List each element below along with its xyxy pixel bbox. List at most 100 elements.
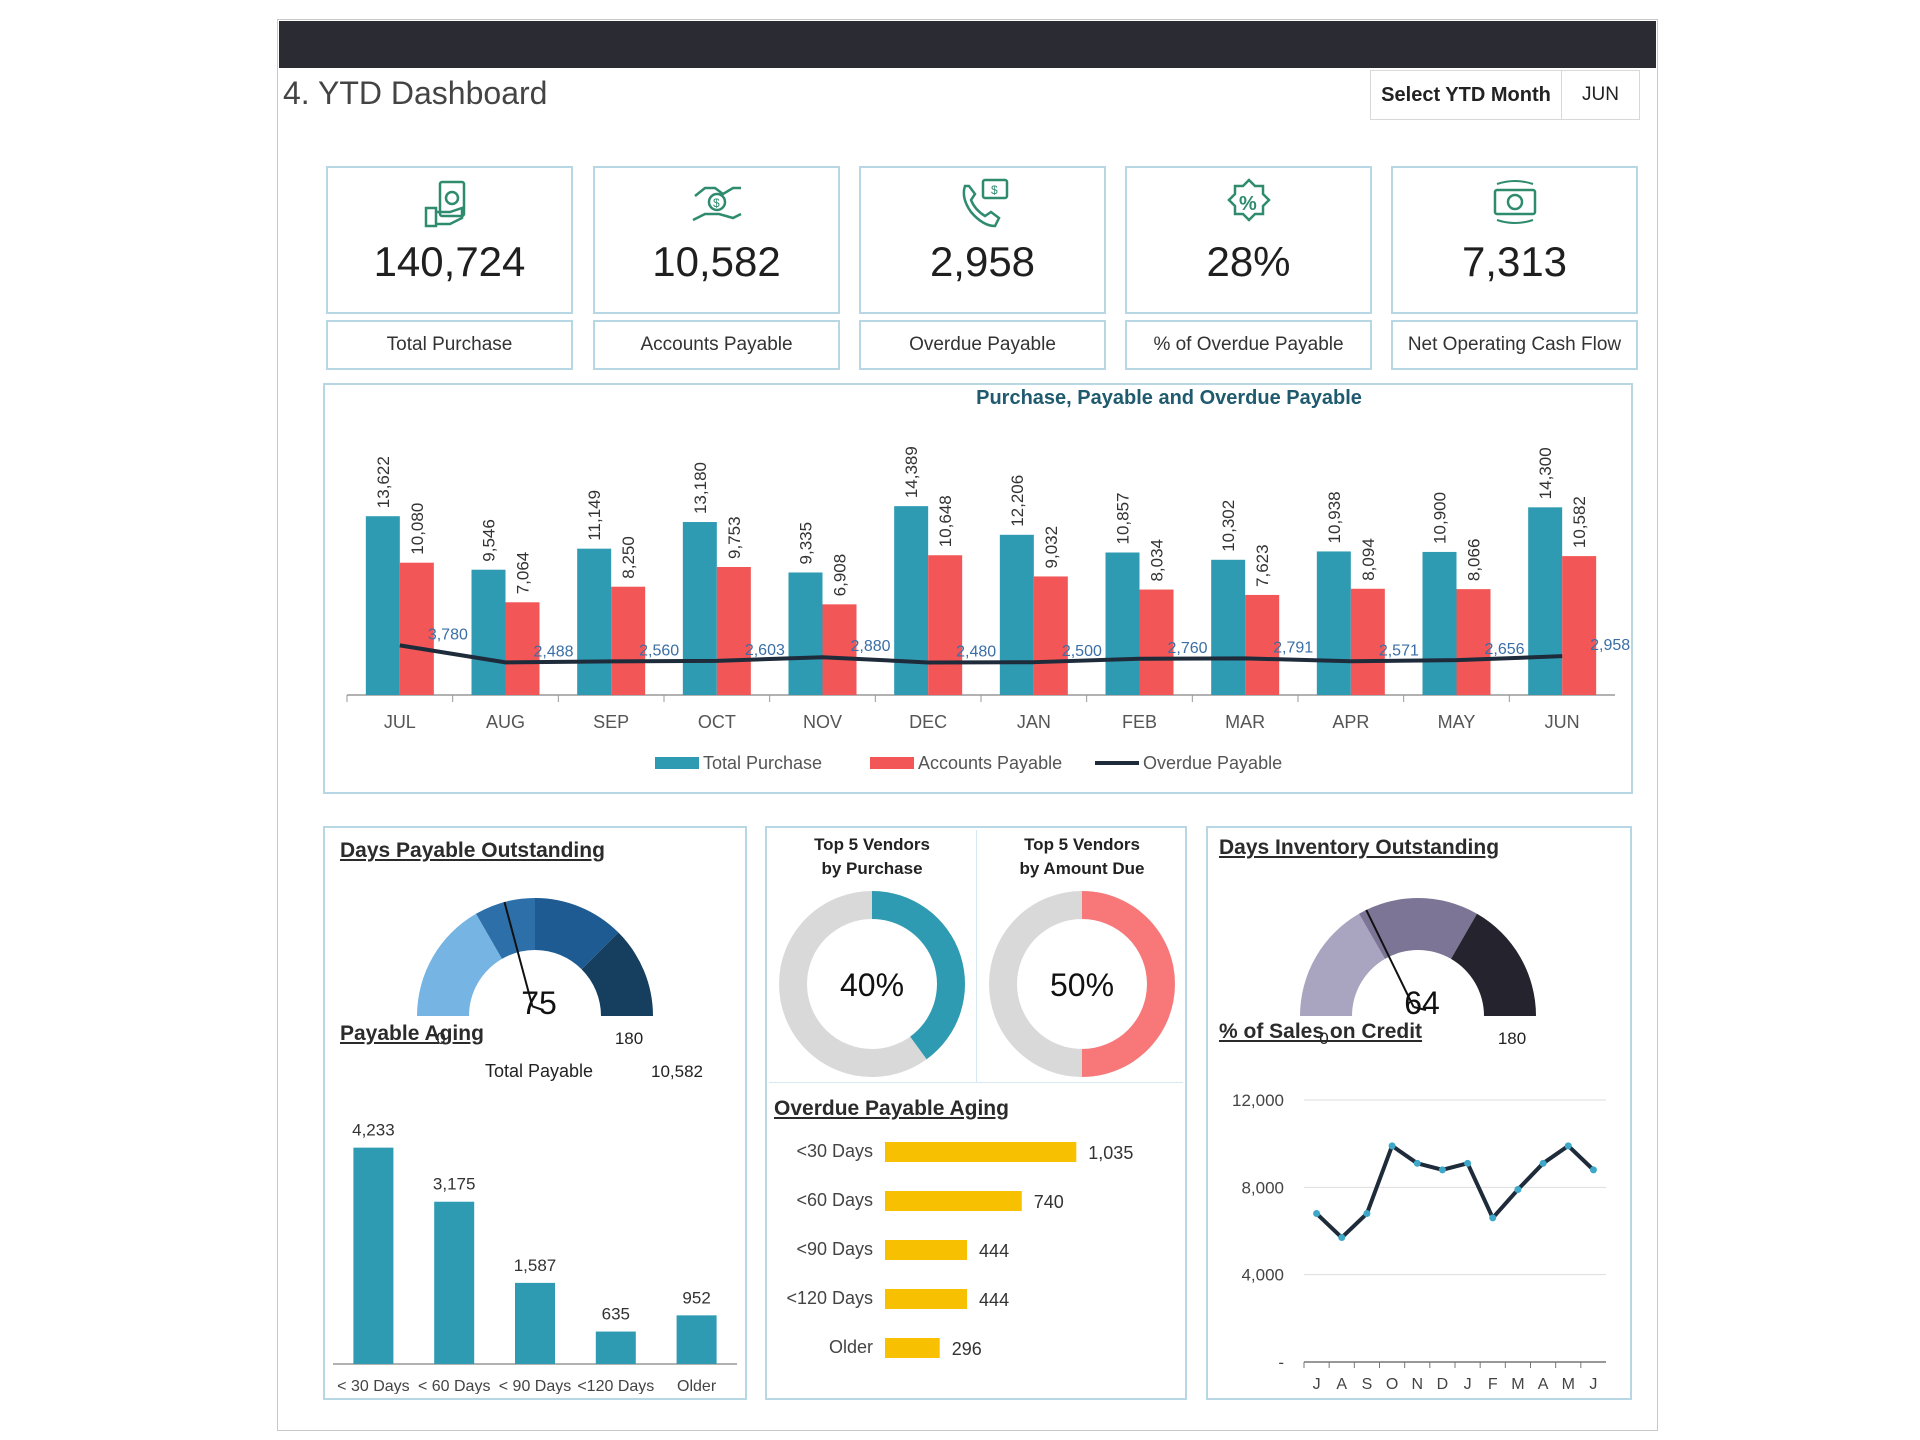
kpi-value: 7,313 (1461, 238, 1568, 285)
label-total-purchase: 10,938 (1325, 491, 1344, 543)
gauge-max-label: 180 (615, 1029, 643, 1048)
legend-label: Accounts Payable (918, 753, 1062, 773)
gauge-band (535, 898, 619, 970)
label-accounts-payable: 8,094 (1359, 538, 1378, 581)
aging-bar (595, 1331, 636, 1364)
x-tick-label: F (1488, 1376, 1498, 1392)
x-tick-label: AUG (486, 712, 525, 732)
overdue-aging-chart: <30 Days 1,035 <60 Days 740 <90 Days 444 <120 … (786, 1141, 1133, 1359)
label-overdue-payable: 2,603 (745, 642, 785, 659)
kpi-label: Overdue Payable (859, 320, 1106, 370)
label-total-purchase: 12,206 (1008, 475, 1027, 527)
kpi-card-2: $10,582 (593, 166, 840, 314)
kpi-card-3: $2,958 (859, 166, 1106, 314)
label-total-purchase: 9,335 (797, 522, 816, 565)
gauge-band (417, 913, 502, 1016)
donut-segment (872, 891, 965, 1060)
aging-bar (676, 1315, 717, 1364)
select-month-label: Select YTD Month (1371, 71, 1562, 119)
bar-accounts-payable (1562, 556, 1597, 695)
x-tick-label: D (1437, 1376, 1449, 1392)
cash-cycle-icon (1493, 180, 1536, 224)
aging-bar (353, 1147, 394, 1364)
label-total-purchase: 13,180 (691, 462, 710, 514)
ytd-month-selector[interactable]: Select YTD Month JUN (1370, 70, 1640, 120)
credit-point (1539, 1159, 1547, 1167)
vendors-due-title: Top 5 Vendors by Amount Due (1019, 835, 1145, 878)
kpi-label: Net Operating Cash Flow (1391, 320, 1638, 370)
label-overdue-payable: 2,571 (1379, 642, 1419, 659)
label-overdue-payable: 3,780 (428, 626, 468, 643)
bar-accounts-payable (399, 562, 434, 695)
credit-point (1413, 1159, 1421, 1167)
dpo-title: Days Payable Outstanding (340, 839, 605, 862)
overdue-aging-title: Overdue Payable Aging (774, 1097, 1009, 1120)
overdue-tick-label: <30 Days (796, 1141, 873, 1161)
label-accounts-payable: 7,064 (514, 552, 533, 595)
overdue-bar-label: 444 (979, 1241, 1009, 1261)
overdue-bar-label: 1,035 (1088, 1143, 1133, 1163)
bar-total-purchase (577, 548, 612, 695)
aging-bar-label: 635 (602, 1305, 630, 1324)
bar-total-purchase (682, 522, 717, 695)
svg-text:$: $ (713, 196, 720, 210)
aging-bar (434, 1201, 475, 1364)
kpi-value: 140,724 (373, 238, 526, 285)
y-tick-label: - (1278, 1353, 1284, 1372)
payable-aging-chart: 4,233 < 30 Days 3,175 < 60 Days 1,587 < 90 Da… (333, 1121, 737, 1394)
kpi-value: 10,582 (652, 238, 781, 285)
y-tick-label: 12,000 (1232, 1091, 1284, 1110)
svg-text:$: $ (991, 183, 998, 197)
bar-accounts-payable (505, 602, 540, 695)
vendors-due-donut: 50% (989, 891, 1175, 1077)
x-tick-label: SEP (593, 712, 629, 732)
gauge-min-label: 0 (1319, 1029, 1328, 1048)
overdue-tick-label: <90 Days (796, 1239, 873, 1259)
dio-title: Days Inventory Outstanding (1219, 836, 1500, 859)
select-month-value[interactable]: JUN (1582, 84, 1619, 105)
y-tick-label: 8,000 (1241, 1178, 1284, 1197)
dpo-gauge: 75 0 180 (417, 898, 653, 1048)
overdue-bar-label: 296 (952, 1339, 982, 1359)
bar-accounts-payable (716, 566, 751, 695)
credit-point (1464, 1159, 1472, 1167)
main-combo-chart: Purchase, Payable and Overdue Payable JUL… (346, 387, 1630, 773)
vendors-purchase-title: Top 5 Vendors by Purchase (814, 835, 930, 878)
aging-bar-label: 3,175 (433, 1175, 476, 1194)
payable-aging-title: Payable Aging (340, 1022, 484, 1045)
label-accounts-payable: 7,623 (1253, 544, 1272, 587)
gauge-needle-tail (532, 1005, 544, 1011)
gauge-band (1451, 913, 1536, 1016)
kpi-value: 2,958 (929, 238, 1036, 285)
kpi-label: Accounts Payable (593, 320, 840, 370)
money-hand-icon (424, 180, 465, 228)
dashboard-frame (277, 19, 1658, 1431)
label-accounts-payable: 8,250 (619, 536, 638, 579)
label-overdue-payable: 2,791 (1273, 639, 1313, 656)
credit-point (1438, 1166, 1446, 1174)
aging-tick-label: < 90 Days (499, 1378, 571, 1394)
gauge-value: 75 (521, 985, 557, 1021)
overdue-bar (885, 1289, 968, 1309)
overdue-bar (885, 1240, 968, 1260)
x-tick-label: M (1562, 1376, 1575, 1392)
dio-gauge: 64 0 180 (1300, 898, 1536, 1048)
gauge-needle-tail (1413, 1006, 1427, 1011)
label-accounts-payable: 10,080 (408, 503, 427, 555)
gauge-needle (503, 901, 534, 1007)
x-tick-label: APR (1332, 712, 1369, 732)
bar-total-purchase (1316, 551, 1351, 695)
overdue-tick-label: <60 Days (796, 1190, 873, 1210)
overdue-bar (885, 1338, 940, 1358)
credit-point (1489, 1214, 1497, 1222)
aging-bar-label: 4,233 (352, 1121, 395, 1140)
label-overdue-payable: 2,656 (1485, 641, 1525, 658)
top-bar (279, 21, 1656, 68)
label-overdue-payable: 2,480 (956, 643, 996, 660)
phone-dollar-icon: $ (962, 178, 1008, 228)
x-tick-label: M (1511, 1376, 1524, 1392)
bar-total-purchase (471, 569, 506, 695)
overdue-bar-label: 740 (1034, 1192, 1064, 1212)
percent-badge-icon: % (1226, 178, 1271, 222)
